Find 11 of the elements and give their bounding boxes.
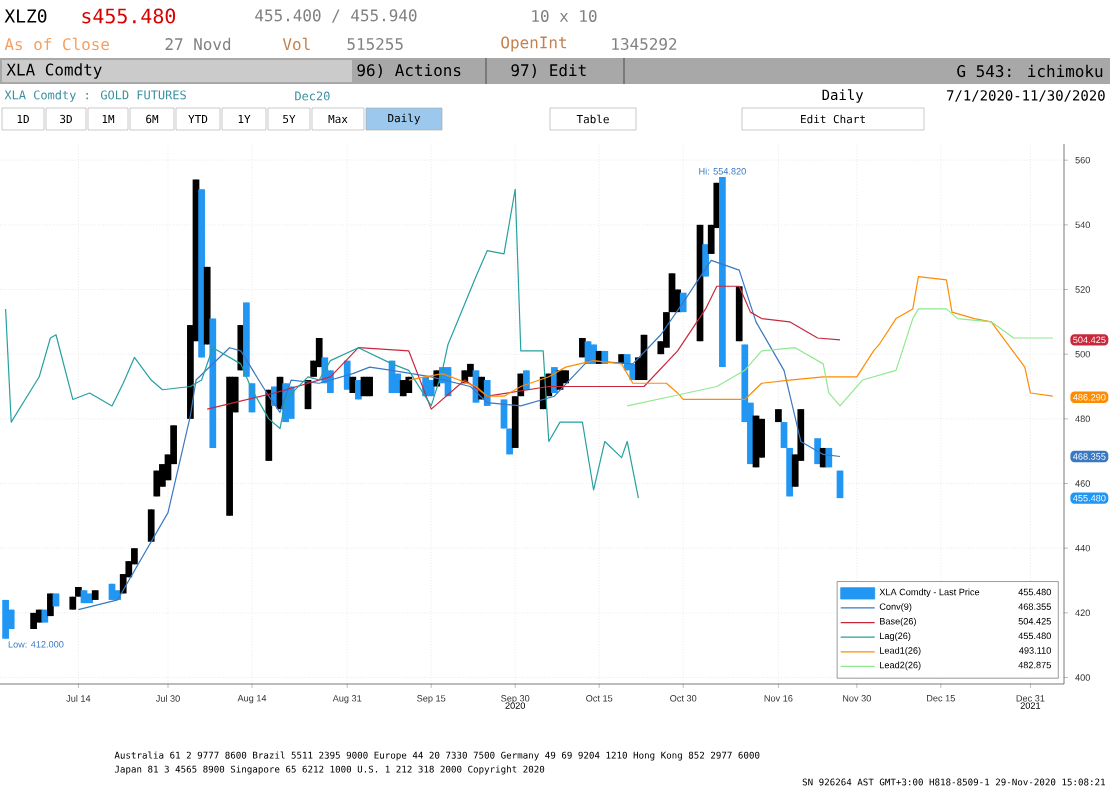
candlestick (758, 418, 765, 459)
line-series (626, 308, 1054, 407)
line-series (77, 259, 841, 611)
text: s455.480 (82, 8, 176, 24)
candlestick (147, 508, 155, 543)
candlestick (702, 243, 709, 277)
candlestick (287, 386, 295, 420)
candlestick (2, 599, 9, 640)
candlestick (814, 437, 821, 465)
text: XLZ0 (4, 9, 47, 23)
line-series (5, 188, 640, 499)
